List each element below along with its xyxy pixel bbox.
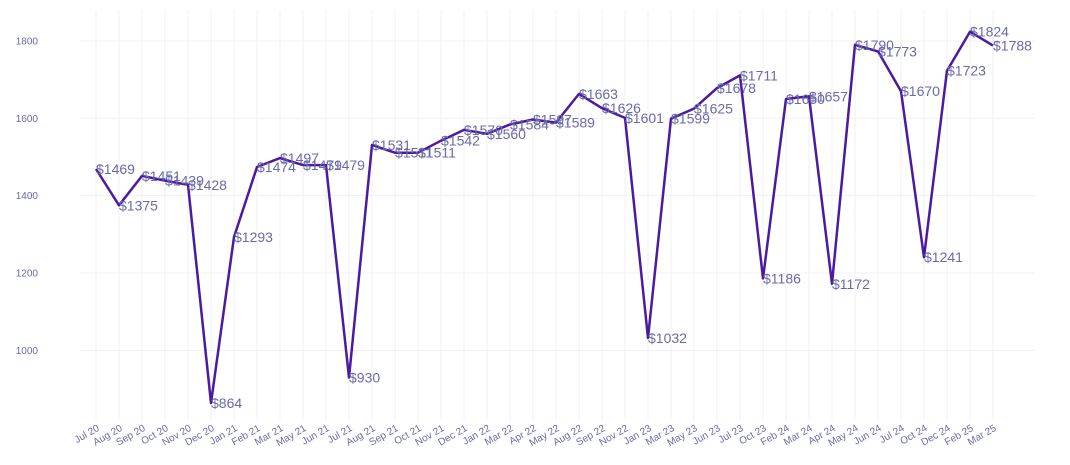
data-label: $1650 (786, 91, 825, 107)
y-tick-label: 1400 (16, 191, 39, 202)
data-label: $1293 (234, 229, 273, 245)
y-tick-label: 1200 (16, 269, 39, 280)
data-label: $1560 (487, 126, 526, 142)
y-tick-label: 1600 (16, 114, 39, 125)
data-label: $1670 (901, 83, 940, 99)
data-label: $1439 (165, 173, 204, 189)
data-label: $1597 (533, 111, 572, 127)
data-label: $1451 (142, 168, 181, 184)
data-label: $1186 (763, 270, 801, 286)
data-label: $1626 (602, 100, 641, 116)
data-label: $1663 (579, 86, 618, 102)
data-label: $1601 (625, 110, 664, 126)
data-label: $1479 (326, 157, 365, 173)
data-label: $1723 (947, 63, 986, 79)
data-label: $1678 (717, 80, 756, 96)
data-label: $1790 (855, 37, 894, 53)
data-label: $1589 (556, 115, 595, 131)
data-label: $1469 (96, 161, 135, 177)
data-label: $1657 (809, 88, 848, 104)
data-label: $1511 (395, 145, 433, 161)
data-label: $1241 (924, 249, 963, 265)
data-label: $1584 (510, 116, 549, 132)
data-label: $864 (211, 395, 242, 411)
data-label: $1625 (694, 101, 733, 117)
data-label: $1032 (648, 330, 687, 346)
data-label: $1375 (119, 197, 158, 213)
data-label: $1542 (441, 133, 480, 149)
data-label: $1711 (740, 67, 778, 83)
data-label: $1788 (993, 38, 1032, 54)
data-label: $1599 (671, 111, 710, 127)
y-tick-label: 1800 (16, 36, 39, 47)
data-label: $1824 (970, 24, 1009, 40)
data-label: $1497 (280, 150, 319, 166)
gridlines (80, 10, 1035, 420)
data-labels: $1469$1375$1451$1439$1428$864$1293$1474$… (96, 24, 1032, 411)
data-label: $1570 (464, 122, 503, 138)
data-label: $1511 (418, 145, 456, 161)
series-line (94, 30, 994, 405)
y-axis-ticks: 1000 1200 1400 1600 1800 (16, 36, 39, 356)
data-label: $1479 (303, 157, 342, 173)
y-tick-label: 1000 (16, 346, 39, 357)
data-label: $1773 (878, 43, 917, 59)
data-label: $930 (349, 369, 380, 385)
data-label: $1531 (372, 137, 411, 153)
data-label: $1474 (257, 159, 296, 175)
data-label: $1172 (832, 276, 870, 292)
data-label: $1428 (188, 177, 227, 193)
